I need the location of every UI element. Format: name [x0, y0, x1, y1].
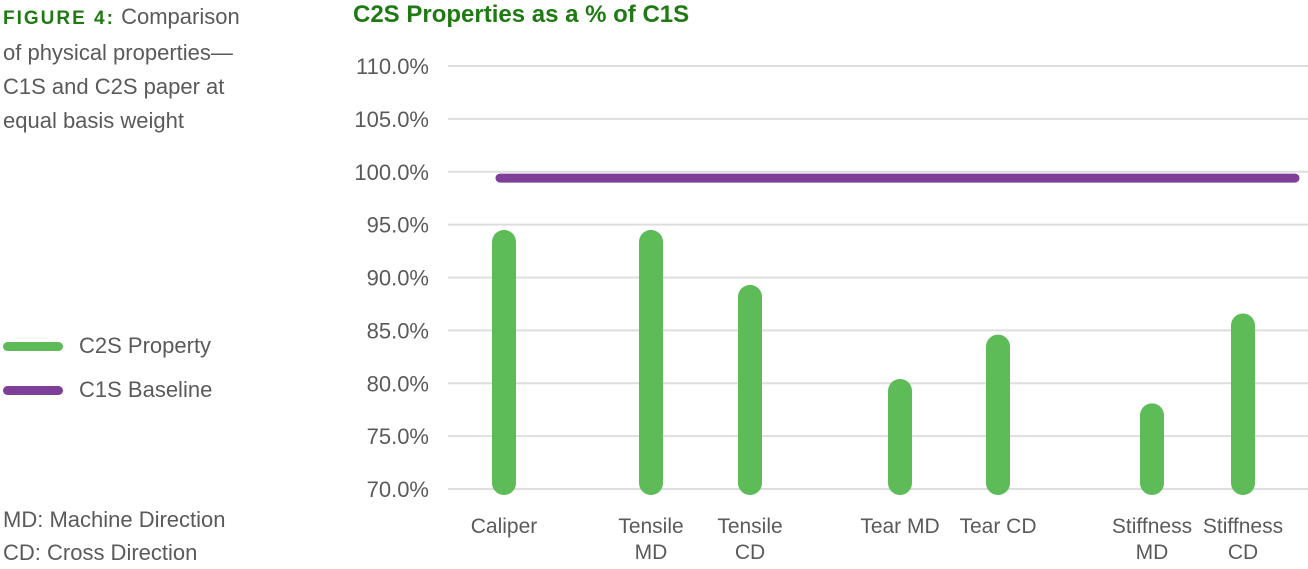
- legend-label: C1S Baseline: [79, 377, 213, 402]
- caption-text-3: C1S and C2S paper at: [3, 74, 225, 99]
- x-category-label: Tear MD: [860, 515, 939, 538]
- chart-title: C2S Properties as a % of C1S: [353, 1, 690, 28]
- y-tick-label: 80.0%: [367, 371, 429, 396]
- chart-legend: C2S Property C1S Baseline: [3, 324, 212, 412]
- x-category-label: CD: [735, 541, 765, 564]
- legend-label: C2S Property: [79, 333, 212, 358]
- y-tick-label: 70.0%: [367, 477, 429, 502]
- purple-line-swatch-icon: [3, 385, 63, 395]
- legend-item-c2s: C2S Property: [3, 324, 212, 368]
- y-tick-label: 105.0%: [354, 107, 429, 132]
- figure-caption: FIGURE 4: Comparison of physical propert…: [3, 0, 303, 138]
- legend-item-c1s: C1S Baseline: [3, 368, 212, 412]
- x-category-label: CD: [1228, 541, 1258, 564]
- x-category-label: MD: [635, 541, 668, 564]
- abbreviation-notes: MD: Machine Direction CD: Cross Directio…: [3, 503, 226, 569]
- x-category-label: Stiffness: [1203, 515, 1283, 538]
- y-tick-label: 100.0%: [354, 160, 429, 185]
- caption-text-4: equal basis weight: [3, 108, 185, 133]
- caption-text-2: of physical properties—: [3, 40, 233, 65]
- y-tick-label: 75.0%: [367, 424, 429, 449]
- figure-label: FIGURE 4:: [3, 8, 115, 29]
- y-tick-label: 85.0%: [367, 318, 429, 343]
- x-category-label: Tear CD: [959, 515, 1036, 538]
- x-category-label: Tensile: [618, 515, 683, 538]
- x-category-label: MD: [1136, 541, 1169, 564]
- note-md: MD: Machine Direction: [3, 507, 226, 532]
- y-tick-label: 110.0%: [356, 54, 429, 79]
- y-tick-label: 95.0%: [367, 213, 429, 238]
- green-line-swatch-icon: [3, 341, 63, 351]
- y-tick-label: 90.0%: [367, 266, 429, 291]
- note-cd: CD: Cross Direction: [3, 540, 198, 565]
- x-category-label: Caliper: [471, 515, 538, 538]
- x-category-label: Tensile: [717, 515, 782, 538]
- x-category-label: Stiffness: [1112, 515, 1192, 538]
- caption-text-1: Comparison: [121, 4, 240, 29]
